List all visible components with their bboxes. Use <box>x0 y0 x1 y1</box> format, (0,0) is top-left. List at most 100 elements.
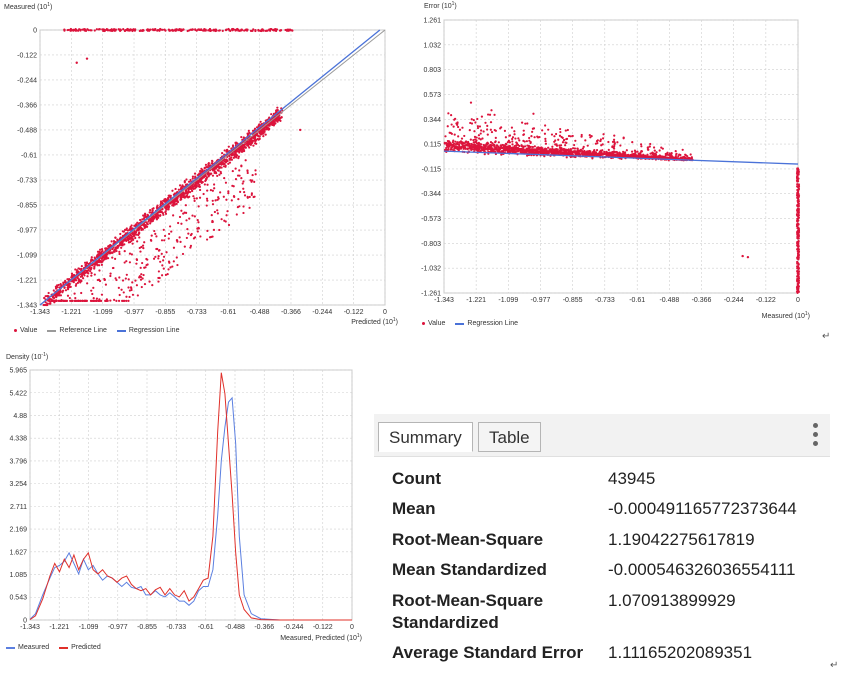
value-point <box>194 186 198 189</box>
value-point <box>98 279 102 283</box>
summary-label-mean-standardized: Mean Standardized <box>392 560 547 579</box>
x-tick-label: -0.488 <box>225 624 245 631</box>
value-point <box>102 259 105 262</box>
value-point <box>195 180 199 183</box>
value-point <box>533 145 536 148</box>
value-point <box>165 208 168 211</box>
value-point <box>489 121 493 124</box>
value-point <box>276 106 279 109</box>
value-point <box>460 142 463 145</box>
value-point <box>558 144 561 147</box>
density-chart: -1.343 -1.221 -1.099 -0.977 -0.855 -0.733 -0.6… <box>0 350 370 646</box>
x-tick-label: -0.366 <box>254 624 274 631</box>
value-point <box>447 148 450 151</box>
value-point <box>153 28 156 31</box>
value-point <box>135 262 138 265</box>
value-point <box>464 144 467 147</box>
more-options-icon[interactable] <box>808 420 822 450</box>
value-point <box>481 137 484 140</box>
value-point <box>459 147 463 150</box>
value-point <box>101 28 104 31</box>
value-point <box>68 282 71 286</box>
value-point <box>141 277 144 280</box>
value-point <box>128 236 132 239</box>
value-point <box>472 141 475 144</box>
value-point <box>474 121 477 124</box>
value-point <box>506 141 509 144</box>
value-point <box>796 267 799 270</box>
value-point <box>87 29 90 32</box>
value-point <box>93 273 96 276</box>
value-point <box>240 164 243 167</box>
value-point <box>242 211 245 215</box>
value-point <box>270 113 273 116</box>
value-point <box>461 126 464 129</box>
value-point <box>471 148 474 151</box>
value-point <box>679 156 683 159</box>
value-point <box>536 135 539 138</box>
y-tick-label: -0.488 <box>17 127 37 134</box>
value-point <box>225 198 228 201</box>
value-point <box>99 248 102 251</box>
tab-table[interactable]: Table <box>478 422 541 452</box>
y-tick-label: 2.711 <box>10 504 27 511</box>
value-point <box>249 139 253 142</box>
value-point <box>265 29 268 32</box>
value-point <box>639 154 642 157</box>
value-point <box>148 211 151 214</box>
value-point <box>544 124 547 127</box>
value-point <box>613 143 616 146</box>
summary-label-rms-standardized: Root-Mean-Square Standardized <box>392 591 544 632</box>
value-point <box>197 205 200 208</box>
value-point <box>138 232 141 235</box>
value-point <box>476 126 480 130</box>
value-point <box>215 166 218 169</box>
value-point <box>107 251 111 254</box>
value-point <box>496 149 499 152</box>
legend-item-value: Value <box>14 327 37 334</box>
value-point <box>160 252 163 255</box>
value-point <box>174 199 177 203</box>
value-point <box>267 127 271 130</box>
value-point <box>69 27 73 31</box>
value-point <box>250 192 254 195</box>
chart3-legend: Measured Predicted <box>6 644 101 651</box>
value-point <box>238 169 241 172</box>
value-point <box>518 139 521 142</box>
value-point <box>583 149 586 153</box>
value-point <box>180 186 183 189</box>
value-point <box>795 223 799 226</box>
value-point <box>187 232 190 235</box>
value-point <box>228 157 231 160</box>
value-point <box>156 213 159 216</box>
value-point <box>175 29 178 32</box>
value-point <box>552 152 555 155</box>
value-point <box>187 180 191 183</box>
value-point <box>158 276 161 280</box>
value-point <box>603 152 606 156</box>
value-point <box>524 122 527 125</box>
value-point <box>455 145 458 148</box>
value-point <box>164 29 167 32</box>
value-point <box>171 203 175 207</box>
value-point <box>796 236 799 239</box>
value-point <box>42 303 45 307</box>
value-point <box>225 148 228 152</box>
value-point <box>510 126 514 129</box>
tab-summary[interactable]: Summary <box>378 422 473 452</box>
value-point <box>490 130 494 134</box>
value-point <box>212 183 216 186</box>
value-point <box>178 184 182 187</box>
value-point <box>120 240 124 243</box>
value-point <box>211 235 214 238</box>
value-point <box>172 214 175 217</box>
value-point <box>454 140 457 143</box>
x-tick-label: -0.733 <box>166 624 186 631</box>
value-point <box>98 299 102 303</box>
value-point <box>244 159 247 162</box>
value-point <box>797 253 800 256</box>
value-point <box>154 255 157 258</box>
value-point <box>643 155 646 158</box>
value-point <box>472 118 475 122</box>
value-point <box>796 262 799 265</box>
